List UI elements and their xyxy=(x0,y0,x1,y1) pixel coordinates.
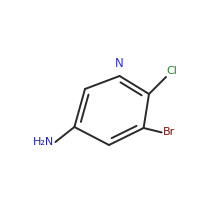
Text: N: N xyxy=(115,57,124,70)
Text: Cl: Cl xyxy=(167,66,178,76)
Text: Br: Br xyxy=(162,127,175,137)
Text: H₂N: H₂N xyxy=(33,137,54,147)
